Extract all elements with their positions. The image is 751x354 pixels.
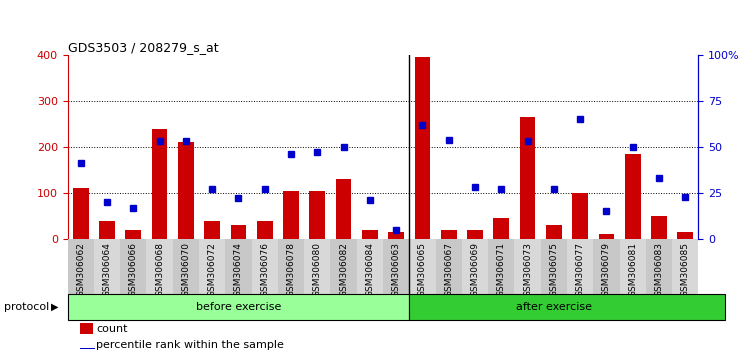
- Bar: [409, 294, 725, 320]
- Bar: [231, 225, 246, 239]
- Bar: [257, 221, 273, 239]
- Text: GSM306081: GSM306081: [629, 242, 637, 297]
- Text: GSM306080: GSM306080: [313, 242, 321, 297]
- Bar: [357, 239, 383, 294]
- Bar: [415, 57, 430, 239]
- Bar: [330, 239, 357, 294]
- Text: GSM306066: GSM306066: [129, 242, 137, 297]
- Text: GSM306077: GSM306077: [576, 242, 584, 297]
- Text: GSM306067: GSM306067: [445, 242, 453, 297]
- Bar: [409, 239, 436, 294]
- Bar: [672, 239, 698, 294]
- Text: percentile rank within the sample: percentile rank within the sample: [96, 340, 284, 350]
- Bar: [252, 239, 278, 294]
- Bar: [94, 239, 120, 294]
- Bar: [99, 221, 115, 239]
- Text: GSM306064: GSM306064: [103, 242, 111, 297]
- Text: GSM306072: GSM306072: [208, 242, 216, 297]
- Bar: [514, 239, 541, 294]
- Bar: [467, 230, 483, 239]
- Text: GSM306069: GSM306069: [471, 242, 479, 297]
- Bar: [488, 239, 514, 294]
- Bar: [125, 230, 141, 239]
- Bar: [120, 239, 146, 294]
- Bar: [541, 239, 567, 294]
- Text: GSM306073: GSM306073: [523, 242, 532, 297]
- Bar: [462, 239, 488, 294]
- Bar: [152, 129, 167, 239]
- Bar: [388, 232, 404, 239]
- Bar: [677, 232, 693, 239]
- Bar: [520, 117, 535, 239]
- Bar: [283, 190, 299, 239]
- Text: GSM306070: GSM306070: [182, 242, 190, 297]
- Bar: [73, 188, 89, 239]
- Text: GSM306074: GSM306074: [234, 242, 243, 297]
- Bar: [336, 179, 351, 239]
- Text: GSM306078: GSM306078: [287, 242, 295, 297]
- Bar: [646, 239, 672, 294]
- Bar: [68, 294, 409, 320]
- Bar: [493, 218, 509, 239]
- Bar: [173, 239, 199, 294]
- Text: GSM306063: GSM306063: [392, 242, 400, 297]
- Bar: [68, 239, 94, 294]
- Bar: [572, 193, 588, 239]
- Text: ▶: ▶: [51, 302, 59, 312]
- Bar: [199, 239, 225, 294]
- Bar: [80, 324, 93, 334]
- Text: GSM306076: GSM306076: [261, 242, 269, 297]
- Text: after exercise: after exercise: [516, 302, 592, 312]
- Bar: [178, 142, 194, 239]
- Text: GSM306068: GSM306068: [155, 242, 164, 297]
- Text: GSM306079: GSM306079: [602, 242, 611, 297]
- Bar: [599, 234, 614, 239]
- Bar: [146, 239, 173, 294]
- Text: GSM306085: GSM306085: [681, 242, 689, 297]
- Bar: [436, 239, 462, 294]
- Bar: [651, 216, 667, 239]
- Bar: [567, 239, 593, 294]
- Bar: [546, 225, 562, 239]
- Bar: [620, 239, 646, 294]
- Bar: [362, 230, 378, 239]
- Bar: [225, 239, 252, 294]
- Text: GSM306075: GSM306075: [550, 242, 558, 297]
- Text: GSM306062: GSM306062: [77, 242, 85, 297]
- Text: GSM306065: GSM306065: [418, 242, 427, 297]
- Bar: [441, 230, 457, 239]
- Text: GSM306071: GSM306071: [497, 242, 505, 297]
- Text: GDS3503 / 208279_s_at: GDS3503 / 208279_s_at: [68, 41, 219, 54]
- Text: count: count: [96, 324, 128, 334]
- Bar: [593, 239, 620, 294]
- Bar: [304, 239, 330, 294]
- Text: GSM306083: GSM306083: [655, 242, 663, 297]
- Text: GSM306082: GSM306082: [339, 242, 348, 297]
- Bar: [80, 348, 95, 349]
- Text: protocol: protocol: [4, 302, 49, 312]
- Bar: [309, 190, 325, 239]
- Bar: [278, 239, 304, 294]
- Text: before exercise: before exercise: [196, 302, 281, 312]
- Text: GSM306084: GSM306084: [366, 242, 374, 297]
- Bar: [204, 221, 220, 239]
- Bar: [383, 239, 409, 294]
- Bar: [625, 154, 641, 239]
